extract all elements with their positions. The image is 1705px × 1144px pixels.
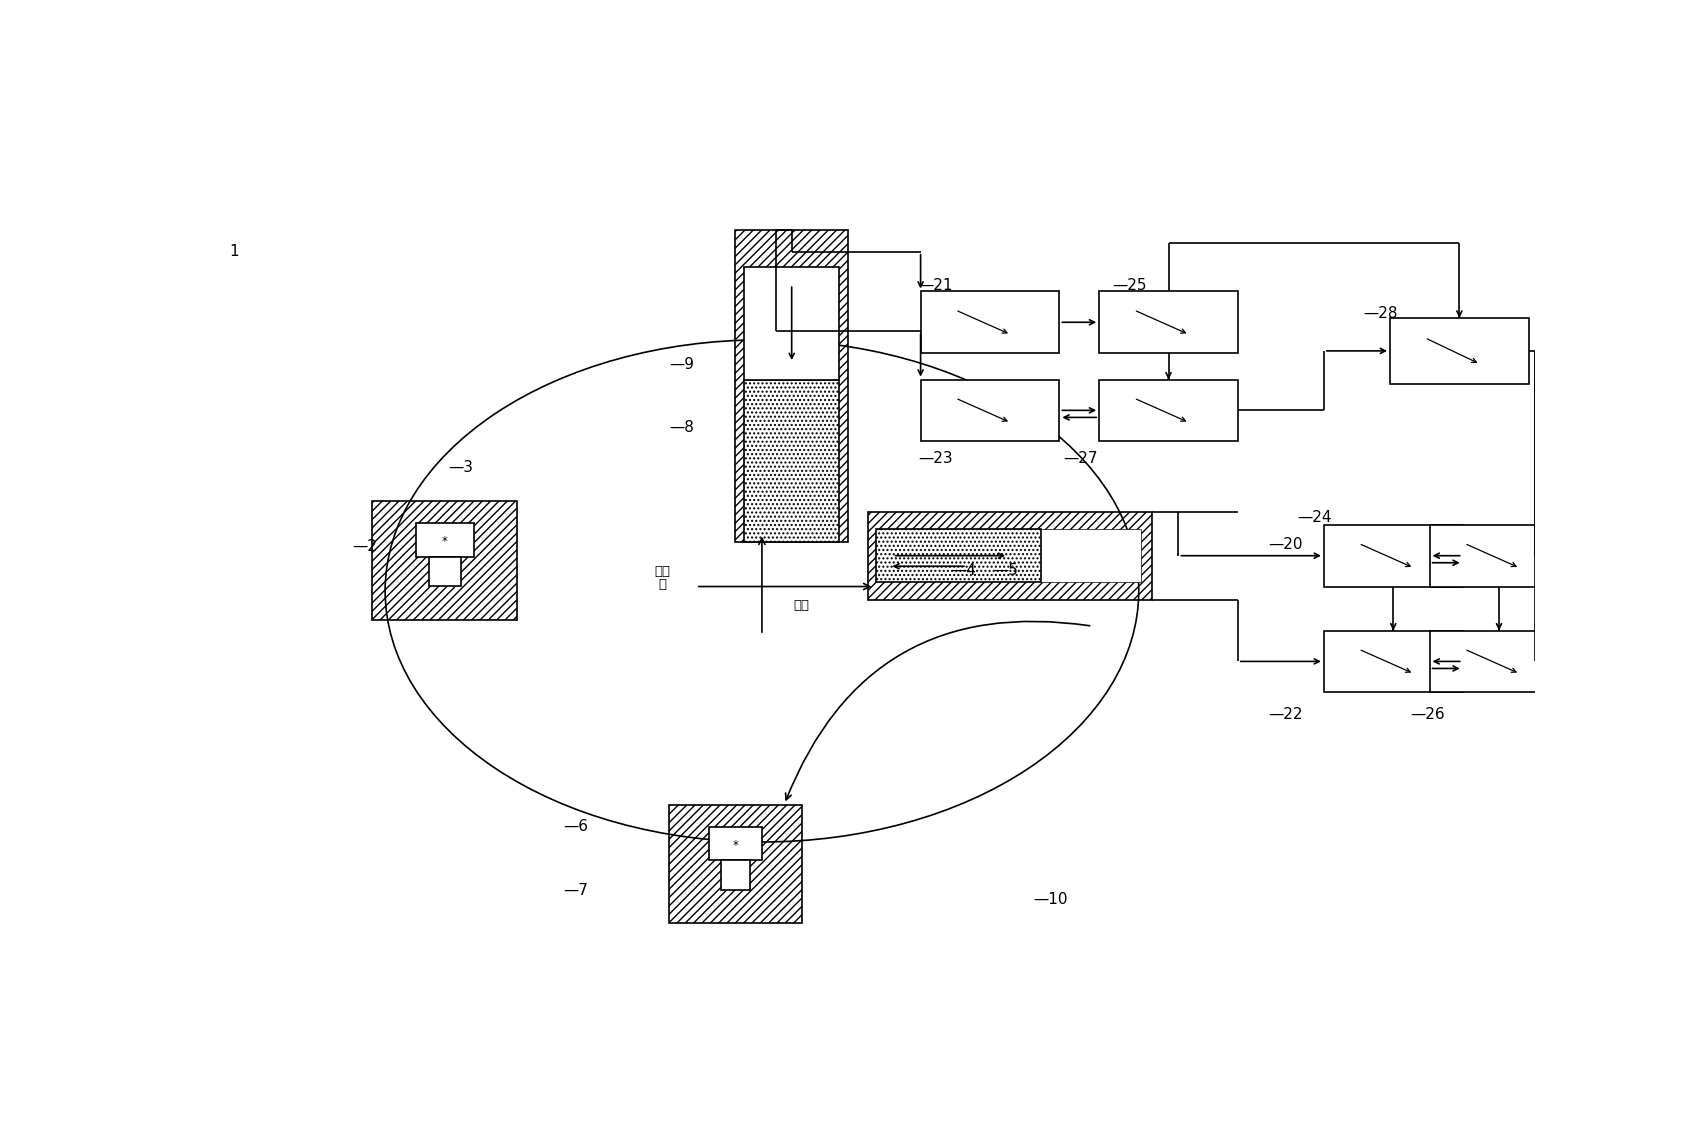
Bar: [416, 523, 474, 556]
Text: —28: —28: [1362, 305, 1396, 321]
Text: —8: —8: [668, 421, 694, 436]
Text: —6: —6: [563, 819, 588, 834]
Text: —10: —10: [1033, 891, 1067, 907]
Bar: [735, 230, 847, 542]
Text: —5: —5: [992, 563, 1018, 578]
Text: —26: —26: [1408, 707, 1444, 722]
Text: —23: —23: [917, 451, 951, 467]
Bar: [1323, 525, 1461, 587]
Text: *: *: [442, 535, 447, 548]
Bar: [1098, 380, 1238, 442]
Text: 准直
器: 准直 器: [655, 565, 670, 590]
Text: —3: —3: [448, 460, 474, 475]
Bar: [921, 292, 1059, 353]
FancyArrowPatch shape: [784, 621, 1089, 800]
Text: 1: 1: [228, 245, 239, 260]
Bar: [868, 511, 1151, 599]
Bar: [668, 804, 801, 923]
Text: —27: —27: [1062, 451, 1098, 467]
Text: —24: —24: [1296, 510, 1332, 525]
Bar: [1429, 630, 1567, 692]
Text: —4: —4: [950, 563, 975, 578]
Text: —20: —20: [1267, 537, 1303, 551]
Text: —2: —2: [351, 539, 377, 555]
Text: —25: —25: [1112, 278, 1146, 293]
Bar: [1040, 530, 1141, 582]
Bar: [372, 501, 517, 620]
Bar: [743, 380, 839, 542]
Bar: [921, 380, 1059, 442]
Text: —22: —22: [1267, 707, 1303, 722]
Bar: [1098, 292, 1238, 353]
Bar: [743, 268, 839, 380]
Text: *: *: [731, 839, 738, 852]
Bar: [721, 860, 750, 890]
Text: —9: —9: [668, 357, 694, 372]
Bar: [1390, 318, 1528, 384]
Bar: [709, 827, 762, 860]
Bar: [1323, 630, 1461, 692]
Bar: [876, 530, 1040, 582]
Text: —21: —21: [917, 278, 951, 293]
Bar: [428, 556, 460, 586]
Bar: [1429, 525, 1567, 587]
Text: —7: —7: [563, 883, 588, 898]
Text: 射线: 射线: [793, 599, 810, 612]
